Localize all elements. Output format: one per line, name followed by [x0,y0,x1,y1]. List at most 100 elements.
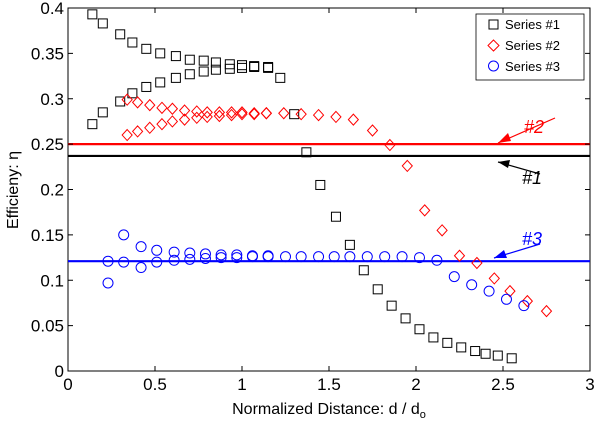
data-point-series-2 [248,107,260,121]
x-tick-label: 0 [63,375,72,394]
data-point-series-3 [483,285,495,297]
annotation-label-series-3: #3 [522,229,542,249]
data-point-series-2 [366,124,379,137]
data-point-series-1 [87,9,98,20]
data-point-series-2 [213,109,226,123]
data-point-series-2 [330,110,342,124]
data-point-series-2 [144,98,156,112]
data-point-series-1 [372,284,383,295]
y-tick-label: 0 [55,362,64,381]
data-point-series-1 [97,18,108,29]
data-point-series-2 [419,204,431,217]
y-tick-label: 0.25 [31,135,64,154]
data-point-series-3 [431,254,443,266]
data-point-series-2 [436,224,448,237]
data-point-series-3 [102,255,114,267]
data-point-series-1 [210,64,221,75]
data-point-series-1 [506,353,517,364]
y-tick-label: 0.15 [31,226,64,245]
data-point-series-3 [102,277,114,289]
x-axis-label-text: Normalized Distance: d / d [232,401,420,418]
data-point-series-3 [184,253,196,265]
axis-ticks: 0 0.5 1 1.5 2 2.5 3 0 0.05 0.1 0.15 0.2 0.25 0.3 0.35 0… [31,0,595,394]
series-1-markers [87,9,517,364]
data-point-series-3 [135,241,147,253]
data-point-series-3 [215,252,227,264]
data-point-series-3 [396,251,408,263]
data-point-series-2 [248,107,260,120]
data-point-series-2 [156,117,168,131]
data-point-series-3 [118,229,130,241]
annotation-arrowhead-series-1 [498,160,510,168]
data-point-series-1 [263,62,274,73]
data-point-series-3 [118,256,130,268]
data-point-series-1 [210,57,221,68]
y-tick-label: 0.1 [40,271,64,290]
data-point-series-2 [278,107,290,120]
legend-box [475,13,585,81]
data-point-series-2 [121,93,133,106]
data-point-series-2 [131,96,144,109]
data-point-series-3 [379,251,391,263]
data-point-series-3 [151,244,163,256]
data-point-series-1 [198,66,209,77]
data-point-series-2 [156,101,168,115]
data-point-series-2 [347,113,360,126]
data-point-series-3 [344,251,356,263]
data-point-series-3 [448,271,460,283]
data-point-series-2 [384,138,396,152]
data-point-series-3 [231,249,243,261]
y-tick-label: 0.05 [31,317,64,336]
data-point-series-1 [330,211,341,222]
data-point-series-3 [466,279,478,291]
data-point-series-2 [312,108,325,122]
x-tick-label: 1.5 [317,375,341,394]
data-point-series-2 [178,113,191,126]
data-point-series-1 [358,265,369,276]
data-point-series-1 [480,348,491,359]
data-point-series-2 [191,105,203,118]
x-tick-label: 0.5 [143,375,167,394]
data-point-series-1 [155,48,166,59]
legend-marker-square [488,19,499,30]
annotation-label-series-2: #2 [524,117,544,137]
x-tick-label: 1 [237,375,246,394]
data-point-series-2 [260,107,273,120]
data-point-series-1 [97,107,108,118]
data-point-series-3 [199,252,211,264]
data-point-series-2 [471,256,483,270]
data-point-series-1 [301,147,312,158]
data-point-series-2 [236,106,248,119]
data-point-series-2 [131,125,144,138]
data-point-series-3 [295,251,307,263]
data-point-series-1 [442,337,453,348]
data-point-series-3 [184,247,196,259]
data-point-series-3 [168,246,180,258]
data-point-series-1 [492,350,503,361]
x-axis-label: Normalized Distance: d / do [232,401,426,421]
data-point-series-1 [289,109,300,120]
legend-label-series-2: Series #2 [505,38,560,53]
data-point-series-2 [166,115,179,128]
data-point-series-1 [428,332,439,343]
data-point-series-3 [199,248,211,260]
data-point-series-1 [386,300,397,311]
data-point-series-1 [198,55,209,66]
data-point-series-2 [225,108,238,122]
y-tick-label: 0.35 [31,44,64,63]
legend-marker-diamond [487,39,500,52]
data-point-series-1 [115,96,126,107]
data-point-series-2 [401,159,413,173]
legend: Series #1 Series #2 Series #3 [475,13,585,81]
data-point-series-2 [213,106,226,119]
annotation-label-series-1: #1 [522,168,542,188]
data-point-series-3 [231,252,243,264]
series-3-markers [102,229,530,312]
data-point-series-1 [275,72,286,83]
legend-marker-circle [488,60,499,72]
data-point-series-3 [135,262,147,274]
data-point-series-1 [237,62,247,73]
data-point-series-3 [313,251,325,263]
data-point-series-2 [121,128,133,142]
